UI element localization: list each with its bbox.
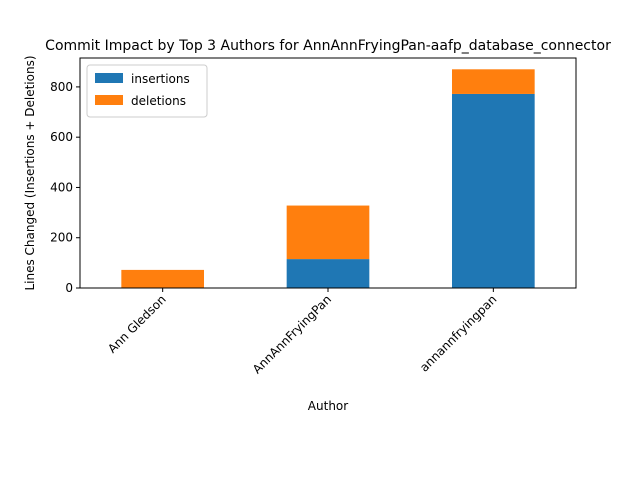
y-axis: 0 200 400 600 800 — [50, 80, 80, 295]
y-tick-label: 600 — [50, 130, 73, 144]
y-tick-label: 400 — [50, 180, 73, 194]
y-tick-label: 200 — [50, 231, 73, 245]
y-tick-label: 800 — [50, 80, 73, 94]
x-axis-label: Author — [308, 399, 348, 413]
bar-deletions-2 — [452, 69, 535, 94]
legend-label-insertions: insertions — [131, 72, 190, 86]
chart-title: Commit Impact by Top 3 Authors for AnnAn… — [45, 38, 611, 54]
y-axis-label: Lines Changed (Insertions + Deletions) — [23, 55, 37, 290]
legend-swatch-deletions — [95, 95, 123, 105]
x-tick-label: Ann Gledson — [105, 292, 169, 356]
plot-area — [121, 69, 535, 288]
x-tick-label: AnnAnnFryingPan — [250, 292, 334, 376]
legend: insertions deletions — [86, 64, 208, 118]
bar-deletions-0 — [121, 269, 204, 288]
x-axis: Ann Gledson AnnAnnFryingPan annannfryingpa… — [105, 288, 499, 376]
x-tick-label: annannfryingpan — [417, 292, 499, 374]
bar-insertions-1 — [286, 259, 370, 288]
legend-swatch-insertions — [95, 73, 123, 83]
bar-deletions-1 — [286, 205, 370, 260]
legend-label-deletions: deletions — [131, 94, 186, 108]
bar-insertions-2 — [452, 93, 535, 288]
y-tick-label: 0 — [65, 281, 73, 295]
